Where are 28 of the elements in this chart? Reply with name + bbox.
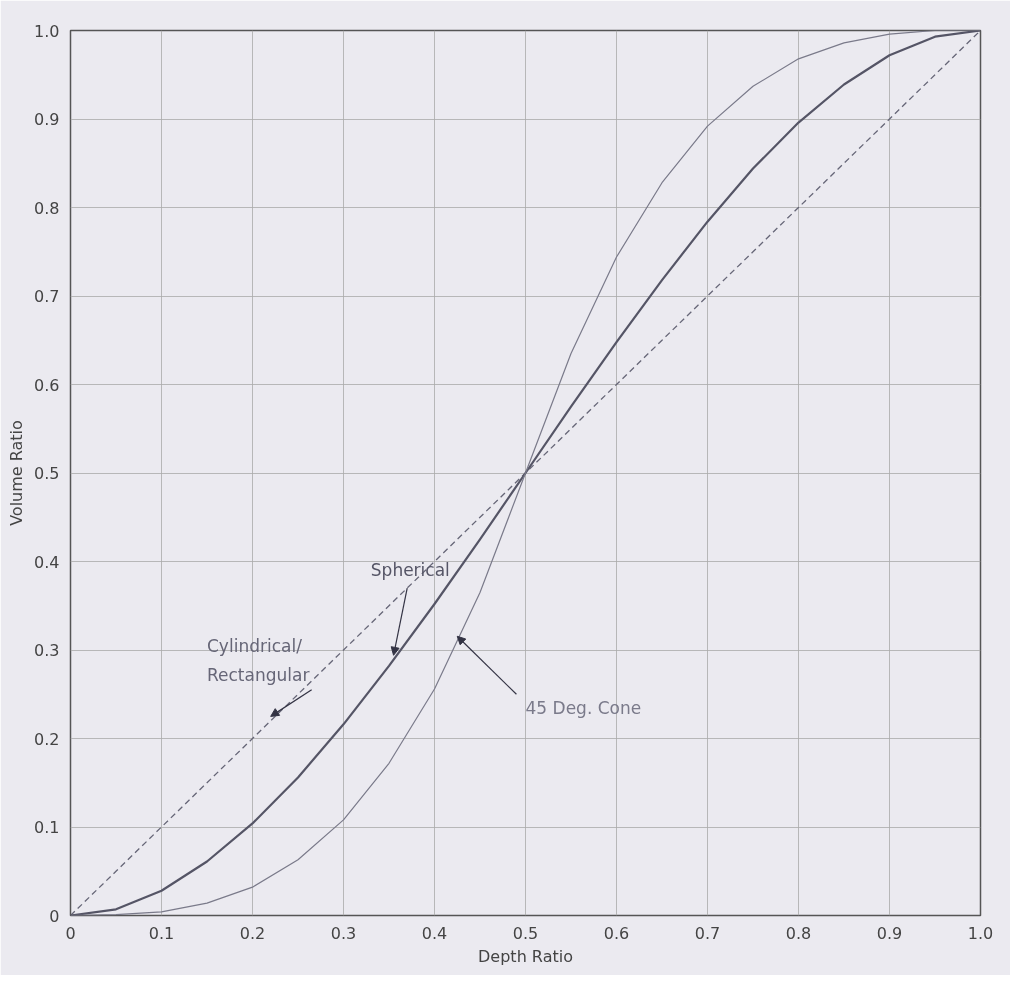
y-tick-label: 0.7 [34,287,60,306]
y-tick-label: 0.8 [34,198,60,218]
x-tick-label: 0.4 [421,923,448,943]
x-tick-label: 0.5 [512,923,539,943]
series-label: Cylindrical/ Rectangular [207,635,310,685]
y-tick-label: 0.6 [34,375,60,395]
y-axis-title: Volume Ratio [7,420,27,526]
line-series [70,30,981,916]
x-tick-label: 0.7 [694,923,721,943]
x-tick-label: 0.3 [330,923,357,943]
series-label: Spherical [370,560,450,581]
text: 45 Deg. Cone [525,697,642,718]
x-tick-label: 0.6 [603,923,630,943]
y-tick-label: 0.9 [34,110,60,129]
y-tick-label: 0.2 [34,729,60,749]
y-tick-label: 0 [49,906,60,926]
x-axis-title: Depth Ratio [478,946,573,966]
x-tick-label: 0 [65,923,76,943]
x-tick-label: 0.9 [876,923,903,943]
y-tick-label: 0.1 [34,818,60,837]
x-tick-label: 1.0 [967,923,994,943]
y-tick-label: 0.5 [34,464,60,483]
y-tick-label: 1.0 [34,21,60,41]
x-tick-label: 0.8 [785,923,812,943]
y-tick-label: 0.3 [34,641,60,660]
y-tick-label: 0.4 [34,552,60,572]
x-tick-label: 0.2 [239,923,266,943]
x-tick-label: 0.1 [148,923,175,943]
